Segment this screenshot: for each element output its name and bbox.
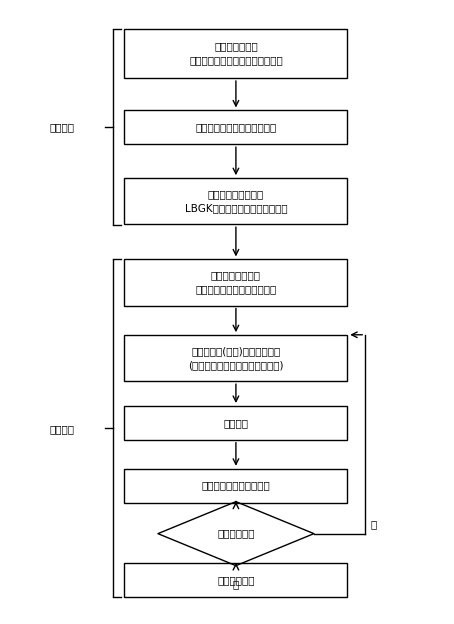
FancyBboxPatch shape [124,29,347,78]
Text: 边界处理: 边界处理 [223,418,248,428]
Text: 否: 否 [370,519,377,529]
Text: 辅助步骤: 辅助步骤 [49,122,74,132]
FancyBboxPatch shape [124,178,347,224]
Text: 模拟步骤: 模拟步骤 [49,424,74,434]
FancyBboxPatch shape [124,335,347,381]
Text: 计算区域网格划分，确定节点: 计算区域网格划分，确定节点 [195,122,276,132]
Text: 离散控制方程，获得
LBGK方程或其它形式的代数方程: 离散控制方程，获得 LBGK方程或其它形式的代数方程 [185,189,287,213]
FancyBboxPatch shape [124,110,347,144]
FancyBboxPatch shape [124,260,347,306]
FancyBboxPatch shape [124,406,347,440]
Text: 在各节点上计算宏观参量: 在各节点上计算宏观参量 [202,480,270,490]
FancyBboxPatch shape [124,469,347,502]
Text: 是: 是 [233,579,239,589]
Text: 在同一时层(时步)求解离散方程
(采用迁移碰撞、或有限差分法等): 在同一时层(时步)求解离散方程 (采用迁移碰撞、或有限差分法等) [188,346,284,370]
Text: 物理建模，确定
计算区域、初始条件、边界条件等: 物理建模，确定 计算区域、初始条件、边界条件等 [189,41,283,66]
FancyBboxPatch shape [124,563,347,597]
Text: 判断是否收敛: 判断是否收敛 [217,529,255,539]
Text: 输出计算结果: 输出计算结果 [217,575,255,585]
Text: 全场初始化，确定
各节点的宏观参量及分布函数: 全场初始化，确定 各节点的宏观参量及分布函数 [195,270,276,295]
